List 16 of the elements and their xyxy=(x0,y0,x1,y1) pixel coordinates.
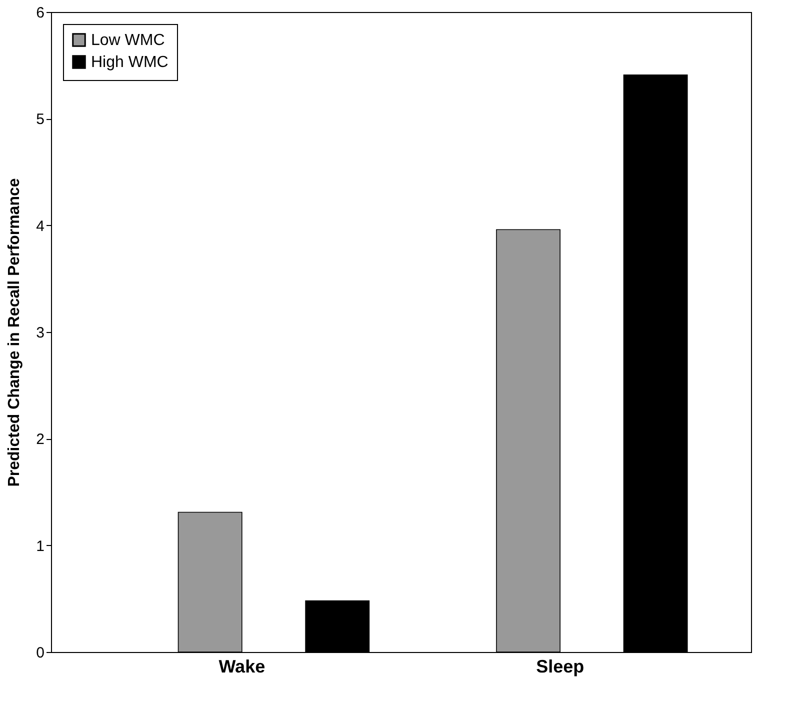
y-tick-label: 5 xyxy=(36,111,44,128)
y-axis-title: Predicted Change in Recall Performance xyxy=(6,178,24,487)
y-tick-label: 6 xyxy=(36,4,44,22)
legend-label: Low WMC xyxy=(91,32,165,49)
bar xyxy=(305,600,370,652)
bar xyxy=(178,512,242,652)
y-tick-label: 4 xyxy=(36,218,44,235)
y-tick-label: 2 xyxy=(36,431,44,448)
bar xyxy=(496,229,560,652)
bar xyxy=(623,74,688,652)
x-tick-label: Sleep xyxy=(536,656,584,676)
x-tick-label: Wake xyxy=(218,656,266,676)
y-tick-label: 0 xyxy=(36,644,44,662)
legend-label: High WMC xyxy=(91,54,168,71)
y-tick-label: 3 xyxy=(36,324,44,342)
y-tick-label: 1 xyxy=(36,538,44,555)
